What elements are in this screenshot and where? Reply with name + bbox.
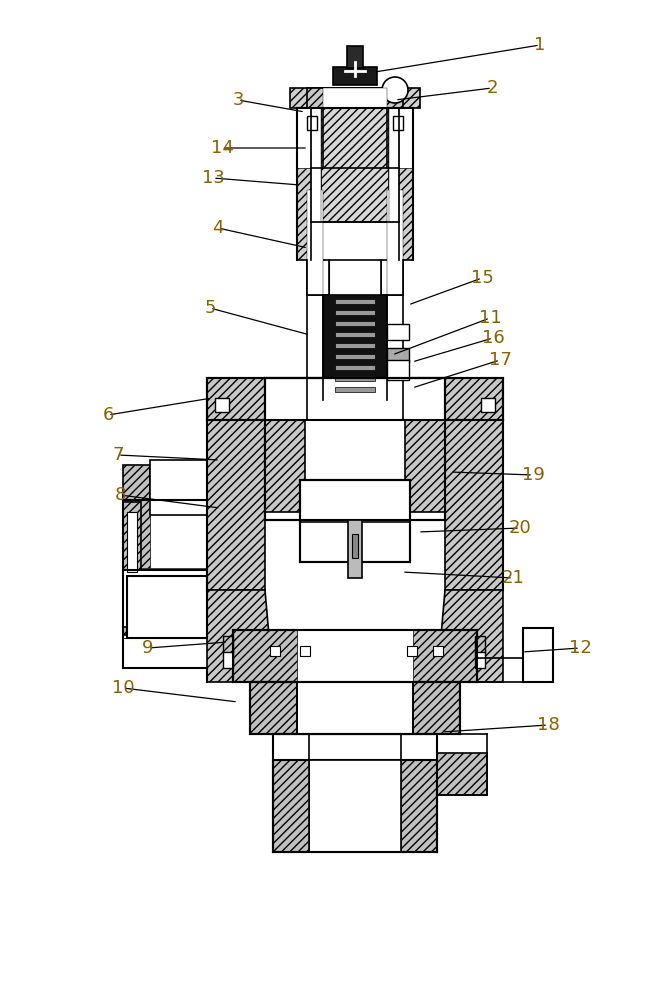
Bar <box>297 108 313 260</box>
Text: 7: 7 <box>112 446 124 464</box>
Bar <box>405 420 445 512</box>
Polygon shape <box>207 590 273 682</box>
Text: 12: 12 <box>568 639 591 657</box>
Bar <box>335 310 375 315</box>
Bar <box>300 646 310 656</box>
Bar <box>445 420 503 590</box>
Bar <box>397 108 413 260</box>
Bar <box>297 630 413 682</box>
Text: 3: 3 <box>232 91 244 109</box>
Bar <box>123 606 207 638</box>
Text: 5: 5 <box>204 299 216 317</box>
Bar <box>387 324 409 340</box>
Text: 2: 2 <box>486 79 498 97</box>
Bar <box>309 760 401 852</box>
Text: 10: 10 <box>112 679 134 697</box>
Bar <box>250 682 460 734</box>
Text: 14: 14 <box>210 139 233 157</box>
Text: 11: 11 <box>479 309 502 327</box>
Bar <box>321 108 389 222</box>
Bar <box>387 360 409 380</box>
Bar <box>352 534 358 558</box>
Bar <box>347 46 363 68</box>
Bar <box>123 502 141 570</box>
Bar <box>215 398 229 412</box>
Bar <box>329 260 381 295</box>
Bar <box>523 628 553 682</box>
Text: 4: 4 <box>212 219 224 237</box>
Text: 17: 17 <box>488 351 512 369</box>
Bar <box>323 295 387 400</box>
Bar <box>307 378 403 420</box>
Bar <box>270 646 280 656</box>
Bar <box>311 108 321 222</box>
Bar <box>393 116 403 130</box>
Bar <box>397 108 413 168</box>
Bar <box>123 495 207 570</box>
Text: 6: 6 <box>102 406 114 424</box>
Text: 19: 19 <box>522 466 544 484</box>
Bar <box>123 627 207 635</box>
Bar <box>333 67 377 85</box>
Text: 9: 9 <box>142 639 154 657</box>
Text: 13: 13 <box>202 169 224 187</box>
Text: 16: 16 <box>482 329 504 347</box>
Bar <box>265 420 305 512</box>
Text: 20: 20 <box>508 519 531 537</box>
Bar <box>207 420 265 590</box>
Bar <box>387 190 403 295</box>
Text: 21: 21 <box>502 569 524 587</box>
Bar <box>207 378 503 420</box>
Bar <box>348 520 362 578</box>
Bar <box>150 460 207 515</box>
Bar <box>481 398 495 412</box>
Bar <box>475 650 485 668</box>
Circle shape <box>382 77 408 103</box>
Bar <box>297 682 413 734</box>
Bar <box>123 568 207 638</box>
Bar <box>335 376 375 381</box>
Text: 15: 15 <box>470 269 494 287</box>
Bar <box>407 646 417 656</box>
Bar <box>127 576 207 638</box>
Bar <box>300 480 410 562</box>
Bar <box>223 636 233 652</box>
Bar <box>335 299 375 304</box>
Bar <box>335 321 375 326</box>
Polygon shape <box>437 590 503 682</box>
Bar <box>273 760 437 852</box>
Bar <box>265 378 445 520</box>
Bar <box>389 108 399 222</box>
Text: 18: 18 <box>536 716 559 734</box>
Bar <box>150 495 207 570</box>
Bar <box>307 116 317 130</box>
Bar <box>307 190 323 295</box>
Bar <box>335 387 375 392</box>
Bar <box>335 343 375 348</box>
Bar <box>475 636 485 652</box>
Bar <box>307 260 403 295</box>
Bar <box>433 646 443 656</box>
Bar <box>233 630 477 682</box>
Bar <box>335 365 375 370</box>
Bar <box>290 88 420 108</box>
Bar <box>335 354 375 359</box>
Bar <box>437 753 487 795</box>
Bar <box>387 348 409 362</box>
Text: 8: 8 <box>114 486 126 504</box>
Bar <box>223 650 233 668</box>
Bar <box>297 108 313 168</box>
Bar <box>307 88 403 108</box>
Bar <box>323 88 387 108</box>
Bar <box>127 512 137 572</box>
Text: 1: 1 <box>534 36 546 54</box>
Bar <box>335 332 375 337</box>
Bar <box>123 465 150 500</box>
